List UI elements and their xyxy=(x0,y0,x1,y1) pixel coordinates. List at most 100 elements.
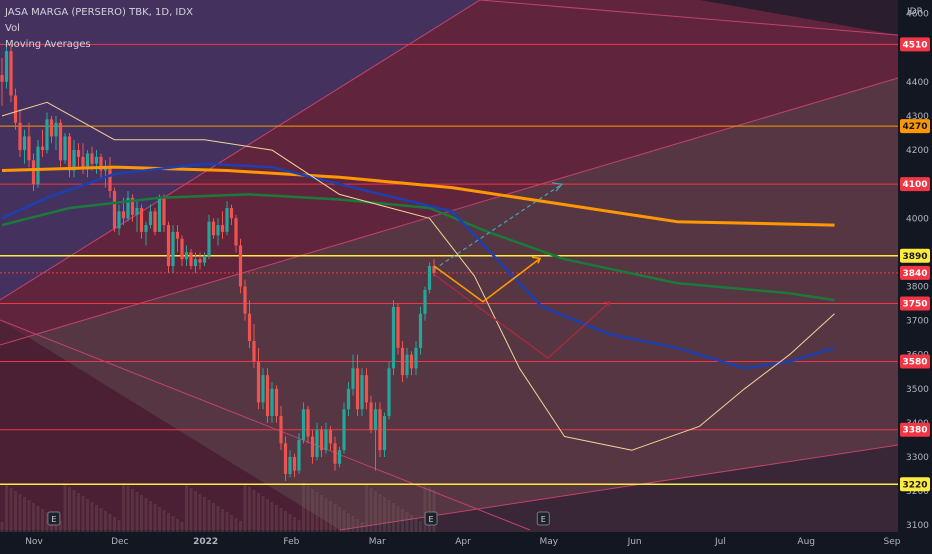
candle[interactable] xyxy=(387,361,391,420)
candle[interactable] xyxy=(292,453,297,478)
candle[interactable] xyxy=(382,412,387,457)
candle[interactable] xyxy=(126,190,130,222)
candle[interactable] xyxy=(400,341,405,382)
candle[interactable] xyxy=(171,225,175,273)
candle[interactable] xyxy=(319,426,324,457)
candle[interactable] xyxy=(378,402,382,457)
candle[interactable] xyxy=(414,341,418,376)
candle[interactable] xyxy=(166,221,171,273)
candle[interactable] xyxy=(0,57,4,106)
candle[interactable] xyxy=(63,133,67,164)
candle[interactable] xyxy=(396,303,400,355)
candle[interactable] xyxy=(324,422,328,454)
candle[interactable] xyxy=(36,139,40,188)
moving-average-line[interactable] xyxy=(1,162,835,370)
candle[interactable] xyxy=(423,286,427,321)
candle[interactable] xyxy=(351,354,355,396)
candle[interactable] xyxy=(310,429,315,464)
candle[interactable] xyxy=(198,252,202,270)
candle[interactable] xyxy=(162,194,166,232)
candle[interactable] xyxy=(112,187,117,232)
candle[interactable] xyxy=(153,208,157,236)
moving-average-line[interactable] xyxy=(1,165,835,227)
candle[interactable] xyxy=(346,381,351,417)
candle[interactable] xyxy=(72,139,76,178)
candle[interactable] xyxy=(279,405,283,451)
candle[interactable] xyxy=(337,446,342,468)
candle[interactable] xyxy=(247,300,252,348)
candle[interactable] xyxy=(220,211,225,239)
candle[interactable] xyxy=(180,235,184,266)
price-axis[interactable]: IDR3100320033003400350036003700380039004… xyxy=(898,0,932,550)
candle[interactable] xyxy=(117,204,121,236)
candle[interactable] xyxy=(139,204,144,239)
candle[interactable] xyxy=(256,347,261,410)
candle[interactable] xyxy=(207,214,211,260)
candle[interactable] xyxy=(18,109,22,157)
candle[interactable] xyxy=(31,153,36,191)
candle[interactable] xyxy=(270,381,274,423)
candle[interactable] xyxy=(391,300,396,376)
candle[interactable] xyxy=(432,259,436,277)
candle[interactable] xyxy=(418,306,423,355)
candle[interactable] xyxy=(315,422,319,461)
candle[interactable] xyxy=(405,347,409,379)
candle[interactable] xyxy=(76,143,81,168)
vol-indicator-label[interactable]: Vol xyxy=(5,23,20,34)
candle[interactable] xyxy=(225,201,229,236)
candle[interactable] xyxy=(234,214,238,253)
projection-teal-path[interactable] xyxy=(433,183,563,270)
candle[interactable] xyxy=(85,150,90,178)
candle[interactable] xyxy=(45,112,49,154)
candle[interactable] xyxy=(108,156,112,198)
candle[interactable] xyxy=(22,129,27,164)
candle[interactable] xyxy=(238,238,243,294)
projection-orange-path[interactable] xyxy=(433,257,541,303)
candle[interactable] xyxy=(193,252,198,273)
time-axis[interactable]: Nov Dec 2022 Feb Mar Apr May Jun Jul Aug Sep xyxy=(0,532,901,550)
moving-average-line[interactable] xyxy=(1,101,835,451)
candle[interactable] xyxy=(4,44,9,89)
candle[interactable] xyxy=(184,245,189,266)
projection-red-path[interactable] xyxy=(433,274,611,359)
candle[interactable] xyxy=(328,426,333,451)
candle[interactable] xyxy=(409,351,414,376)
candle[interactable] xyxy=(9,44,13,103)
candle[interactable] xyxy=(265,368,270,423)
symbol-title[interactable]: JASA MARGA (PERSERO) TBK, 1D, IDX xyxy=(5,7,193,18)
candle[interactable] xyxy=(135,201,139,232)
candle[interactable] xyxy=(297,433,301,475)
candle[interactable] xyxy=(301,402,306,444)
candle[interactable] xyxy=(288,450,292,478)
candle[interactable] xyxy=(355,354,360,417)
candle[interactable] xyxy=(94,150,99,174)
earnings-event-badge[interactable]: E xyxy=(47,511,61,526)
candle[interactable] xyxy=(99,153,103,178)
candle[interactable] xyxy=(40,129,45,157)
candle[interactable] xyxy=(58,119,63,168)
candle[interactable] xyxy=(373,402,378,471)
candle[interactable] xyxy=(49,115,54,144)
earnings-event-badge[interactable]: E xyxy=(536,511,550,526)
candle[interactable] xyxy=(13,88,18,130)
candle[interactable] xyxy=(148,204,153,229)
moving-average-line[interactable] xyxy=(1,193,835,302)
candle[interactable] xyxy=(342,402,346,454)
candle[interactable] xyxy=(360,368,364,417)
candle[interactable] xyxy=(130,194,135,222)
candle[interactable] xyxy=(157,194,162,232)
candle[interactable] xyxy=(243,279,247,321)
candle[interactable] xyxy=(27,122,31,168)
candle[interactable] xyxy=(427,262,432,294)
candle[interactable] xyxy=(229,204,234,226)
candle[interactable] xyxy=(189,248,193,270)
candle[interactable] xyxy=(54,115,58,151)
candle[interactable] xyxy=(252,323,256,369)
candle[interactable] xyxy=(369,395,373,434)
candle[interactable] xyxy=(306,405,310,444)
candle[interactable] xyxy=(202,252,207,266)
ma-indicator-label[interactable]: Moving Averages xyxy=(5,39,91,50)
